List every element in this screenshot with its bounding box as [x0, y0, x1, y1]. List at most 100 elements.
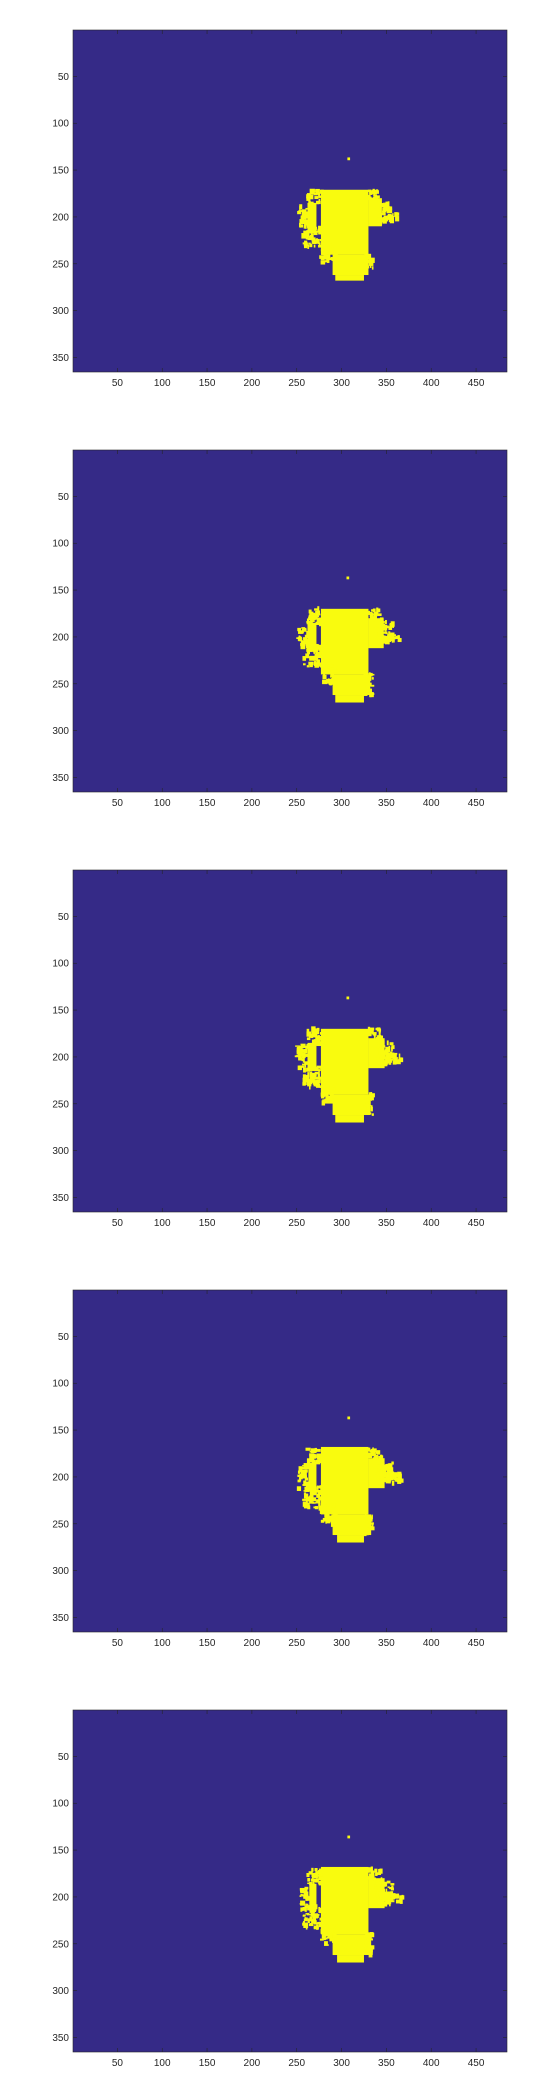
x-tick-label: 200 [244, 1638, 261, 1649]
mask-speckle [369, 1028, 372, 1034]
mask-speckle [316, 1065, 322, 1069]
y-tick-label: 300 [52, 1146, 69, 1157]
mask-speckle [369, 1097, 373, 1100]
mask-speckle [373, 1902, 379, 1906]
mask-speckle [372, 1457, 378, 1460]
mask-speckle [372, 1033, 377, 1036]
mask-speckle [311, 1072, 317, 1079]
mask-speckle [313, 244, 316, 248]
mask-speckle [397, 1900, 401, 1903]
mask-speckle [306, 196, 311, 201]
mask-speckle [367, 189, 370, 193]
mask-speckle [302, 1484, 306, 1486]
mask-speckle [303, 1490, 307, 1492]
mask-speckle [299, 219, 305, 225]
mask-speckle [386, 1052, 391, 1058]
y-tick-label: 350 [52, 773, 69, 784]
mask-speckle [385, 1480, 391, 1484]
mask-speckle [328, 681, 332, 684]
mask-plot-4: 50 100 150 200 250 300 350 400 450 50 100 150 200 250… [52, 1289, 508, 1649]
mask-speckle [310, 1912, 315, 1917]
mask-speckle [318, 1876, 322, 1881]
mask-speckle [365, 1102, 369, 1104]
x-tick-label: 200 [244, 798, 261, 809]
mask-speckle [376, 196, 378, 202]
x-tick-label: 300 [333, 798, 350, 809]
x-tick-label: 350 [378, 2058, 395, 2069]
mask-speckle [378, 1053, 384, 1056]
mask-speckle [379, 639, 382, 644]
mask-speckle [329, 1086, 334, 1093]
mask-speckle [306, 1037, 311, 1041]
mask-speckle [383, 215, 388, 219]
x-tick-label: 250 [288, 378, 305, 389]
mask-speckle [369, 1093, 375, 1098]
mask-speckle [314, 1447, 318, 1453]
mask-speckle [386, 1040, 389, 1046]
mask-speckle [312, 1080, 317, 1085]
y-tick-label: 50 [58, 1332, 70, 1343]
mask-speckle [303, 1493, 309, 1499]
mask-speckle [371, 673, 375, 676]
mask-speckle [310, 1878, 316, 1882]
x-tick-label: 400 [423, 378, 440, 389]
mask-core [335, 1115, 364, 1123]
x-tick-label: 250 [288, 798, 305, 809]
mask-speckle [313, 190, 318, 192]
mask-speckle [369, 1449, 373, 1453]
mask-speckle [310, 1035, 314, 1039]
mask-speckle [369, 1932, 374, 1938]
mask-speckle [306, 1067, 310, 1072]
mask-speckle [365, 1947, 371, 1953]
mask-speckle [366, 673, 369, 679]
x-tick-label: 150 [199, 2058, 216, 2069]
mask-speckle [384, 629, 387, 632]
mask-speckle [366, 689, 369, 691]
mask-speckle [370, 684, 375, 687]
x-tick-label: 50 [112, 378, 124, 389]
mask-speckle [325, 257, 327, 262]
mask-speckle [314, 1071, 320, 1075]
mask-speckle [371, 1448, 377, 1451]
mask-speckle [387, 207, 392, 213]
mask-speckle [389, 1042, 394, 1046]
x-tick-label: 450 [468, 2058, 485, 2069]
mask-speckle [303, 1894, 309, 1899]
mask-speckle [371, 1028, 374, 1034]
y-tick-label: 150 [52, 586, 69, 597]
mask-speckle [314, 608, 319, 611]
y-tick-label: 150 [52, 1006, 69, 1017]
mask-core [332, 1934, 372, 1956]
mask-speckle [319, 1907, 324, 1911]
mask-speckle [303, 224, 306, 229]
mask-speckle [306, 631, 309, 636]
mask-speckle [364, 1943, 367, 1950]
mask-speckle [378, 207, 380, 212]
x-tick-label: 300 [333, 2058, 350, 2069]
mask-speckle [370, 1945, 375, 1950]
mask-speckle [304, 634, 307, 638]
mask-speckle [304, 1063, 307, 1068]
mask-speckle [375, 1481, 379, 1487]
mask-speckle [300, 1893, 303, 1896]
mask-speckle [326, 1519, 330, 1523]
mask-speckle [298, 1466, 303, 1472]
mask-speckle [327, 1933, 333, 1939]
mask-core [320, 608, 369, 675]
mask-speckle [370, 1866, 373, 1872]
mask-speckle [303, 243, 308, 249]
mask-speckle [375, 1052, 380, 1057]
mask-speckle [305, 1077, 308, 1081]
mask-speckle [364, 680, 369, 683]
mask-speckle [375, 1046, 380, 1051]
mask-panel-3: 50 100 150 200 250 300 350 400 450 50 100 150 200 250… [0, 840, 560, 1260]
mask-speckle [317, 610, 320, 615]
mask-speckle [302, 1907, 306, 1911]
mask-speckle [376, 218, 381, 221]
mask-speckle [316, 1038, 319, 1044]
mask-speckle [367, 1867, 372, 1871]
mask-speckle [321, 1087, 327, 1089]
x-tick-label: 400 [423, 2058, 440, 2069]
x-tick-label: 50 [112, 798, 124, 809]
mask-speckle [303, 1492, 307, 1495]
